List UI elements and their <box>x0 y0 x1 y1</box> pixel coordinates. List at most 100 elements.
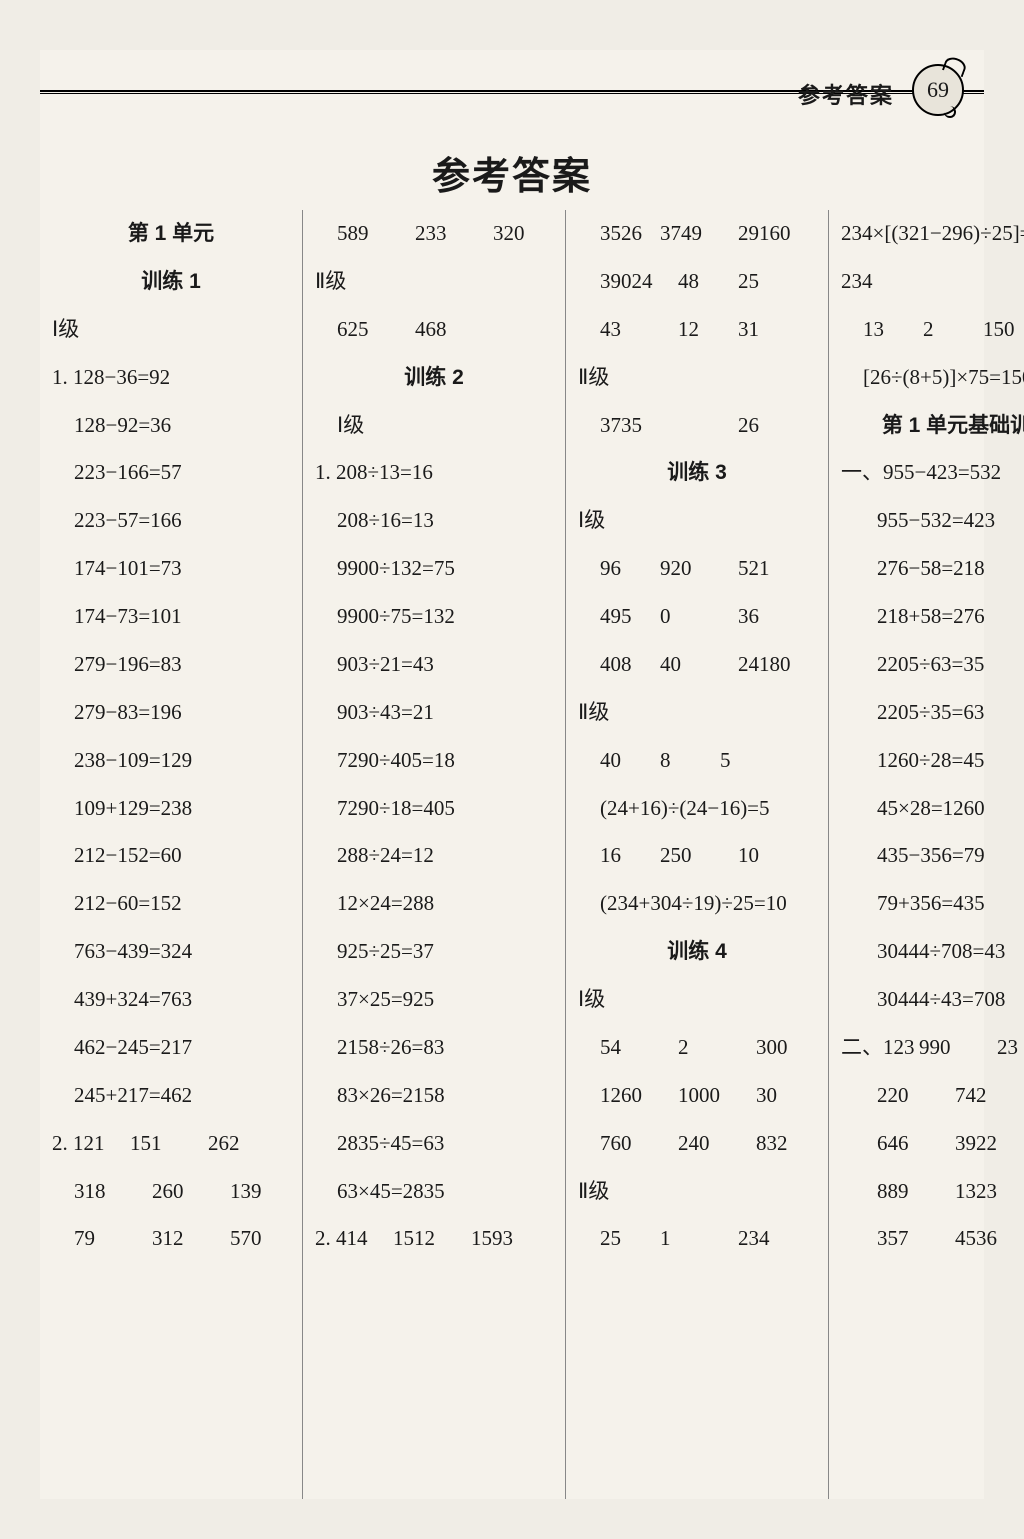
text-row: 30444÷708=43 <box>841 928 1024 976</box>
text-row: 二、12399023 <box>841 1024 1024 1072</box>
text-cell: 5 <box>720 737 780 785</box>
text-row: 357453646 <box>841 1215 1024 1263</box>
text-row: 234 <box>841 258 1024 306</box>
text-row: 390244825 <box>578 258 816 306</box>
text-cell: 2158÷26=83 <box>337 1024 444 1072</box>
text-cell: 30444÷708=43 <box>877 928 1005 976</box>
text-cell: 109+129=238 <box>74 785 192 833</box>
text-cell: 250 <box>660 832 738 880</box>
text-cell: 990 <box>919 1024 997 1072</box>
text-row: 903÷43=21 <box>315 689 553 737</box>
text-cell: 2 <box>678 1024 756 1072</box>
text-cell: 30 <box>756 1072 816 1120</box>
text-row: 234×[(321−296)÷25]= <box>841 210 1024 258</box>
text-cell: Ⅰ级 <box>578 497 605 545</box>
text-cell: 288÷24=12 <box>337 832 434 880</box>
text-cell: 40 <box>600 737 660 785</box>
text-row: 462−245=217 <box>52 1024 290 1072</box>
text-cell: 920 <box>660 545 738 593</box>
text-cell: 408 <box>600 641 660 689</box>
text-row: 925÷25=37 <box>315 928 553 976</box>
text-row: 495036 <box>578 593 816 641</box>
text-cell: Ⅰ级 <box>578 976 605 1024</box>
text-row: 763−439=324 <box>52 928 290 976</box>
text-cell: 9900÷75=132 <box>337 593 455 641</box>
text-cell: 212−152=60 <box>74 832 182 880</box>
text-cell: 223−166=57 <box>74 449 182 497</box>
text-row: 45×28=1260 <box>841 785 1024 833</box>
text-row: 30444÷43=708 <box>841 976 1024 1024</box>
text-row: 9900÷75=132 <box>315 593 553 641</box>
text-cell: 245+217=462 <box>74 1072 192 1120</box>
text-cell: 0 <box>660 593 738 641</box>
text-cell: 63×45=2835 <box>337 1168 445 1216</box>
column-4: 234×[(321−296)÷25]=234132150[26÷(8+5)]×7… <box>828 210 1024 1499</box>
text-cell: 25 <box>600 1215 660 1263</box>
text-row: 174−101=73 <box>52 545 290 593</box>
text-cell: 3749 <box>660 210 738 258</box>
text-cell: 462−245=217 <box>74 1024 192 1072</box>
text-cell: Ⅰ级 <box>337 402 364 450</box>
text-row: 279−196=83 <box>52 641 290 689</box>
text-cell: Ⅱ级 <box>578 354 609 402</box>
text-row: Ⅰ级 <box>578 497 816 545</box>
text-cell: 79 <box>74 1215 152 1263</box>
text-row: 2205÷63=35 <box>841 641 1024 689</box>
text-cell: 1. 128−36=92 <box>52 354 170 402</box>
main-title: 参考答案 <box>40 145 984 200</box>
text-cell: 二、123 <box>841 1024 919 1072</box>
text-row: 212−152=60 <box>52 832 290 880</box>
text-cell: 4536 <box>955 1215 1024 1263</box>
text-cell: 312 <box>152 1215 230 1263</box>
text-cell: 742 <box>955 1072 1024 1120</box>
text-row: 889132336 <box>841 1168 1024 1216</box>
text-cell: 3735 <box>600 402 678 450</box>
text-cell: 903÷21=43 <box>337 641 434 689</box>
text-cell: 570 <box>230 1215 290 1263</box>
text-cell: 48 <box>678 258 738 306</box>
text-cell: 300 <box>756 1024 816 1072</box>
text-row: Ⅰ级 <box>52 306 290 354</box>
text-row: 288÷24=12 <box>315 832 553 880</box>
text-row: 109+129=238 <box>52 785 290 833</box>
text-cell: Ⅱ级 <box>315 258 346 306</box>
text-cell: 439+324=763 <box>74 976 192 1024</box>
text-row: 1260÷28=45 <box>841 737 1024 785</box>
text-row: 1. 208÷13=16 <box>315 449 553 497</box>
page: 参考答案 69 参考答案 第 1 单元训练 1Ⅰ级1. 128−36=92128… <box>40 50 984 1499</box>
text-cell: 262 <box>208 1120 268 1168</box>
text-row: 22074225 <box>841 1072 1024 1120</box>
text-cell: Ⅰ级 <box>52 306 79 354</box>
text-row: 2835÷45=63 <box>315 1120 553 1168</box>
text-row: 3735 26 <box>578 402 816 450</box>
text-row: Ⅰ级 <box>578 976 816 1024</box>
text-cell: 150 <box>983 306 1024 354</box>
text-cell: 29160 <box>738 210 798 258</box>
page-number-badge: 69 <box>912 64 964 116</box>
text-cell: 223−57=166 <box>74 497 182 545</box>
text-row: 一、955−423=532 <box>841 449 1024 497</box>
text-cell: 8 <box>660 737 720 785</box>
text-cell: 30444÷43=708 <box>877 976 1005 1024</box>
text-row: 83×26=2158 <box>315 1072 553 1120</box>
text-cell: 79+356=435 <box>877 880 985 928</box>
text-cell: 40 <box>660 641 738 689</box>
text-cell: 23 <box>997 1024 1024 1072</box>
text-cell: 832 <box>756 1120 816 1168</box>
text-cell: 训练 3 <box>667 449 727 497</box>
text-cell: 2 <box>923 306 983 354</box>
text-cell: 646 <box>877 1120 955 1168</box>
text-cell: 128−92=36 <box>74 402 171 450</box>
text-row: (24+16)÷(24−16)=5 <box>578 785 816 833</box>
text-cell: 889 <box>877 1168 955 1216</box>
text-cell: 训练 1 <box>141 258 201 306</box>
text-cell: 625 <box>337 306 415 354</box>
text-row: 439+324=763 <box>52 976 290 1024</box>
text-row: 318260139 <box>52 1168 290 1216</box>
text-row: 2. 41415121593 <box>315 1215 553 1263</box>
text-cell: [26÷(8+5)]×75=150 <box>863 354 1024 402</box>
text-row: Ⅱ级 <box>315 258 553 306</box>
text-row: 245+217=462 <box>52 1072 290 1120</box>
text-cell: 3922 <box>955 1120 1024 1168</box>
text-cell: 26 <box>738 402 798 450</box>
